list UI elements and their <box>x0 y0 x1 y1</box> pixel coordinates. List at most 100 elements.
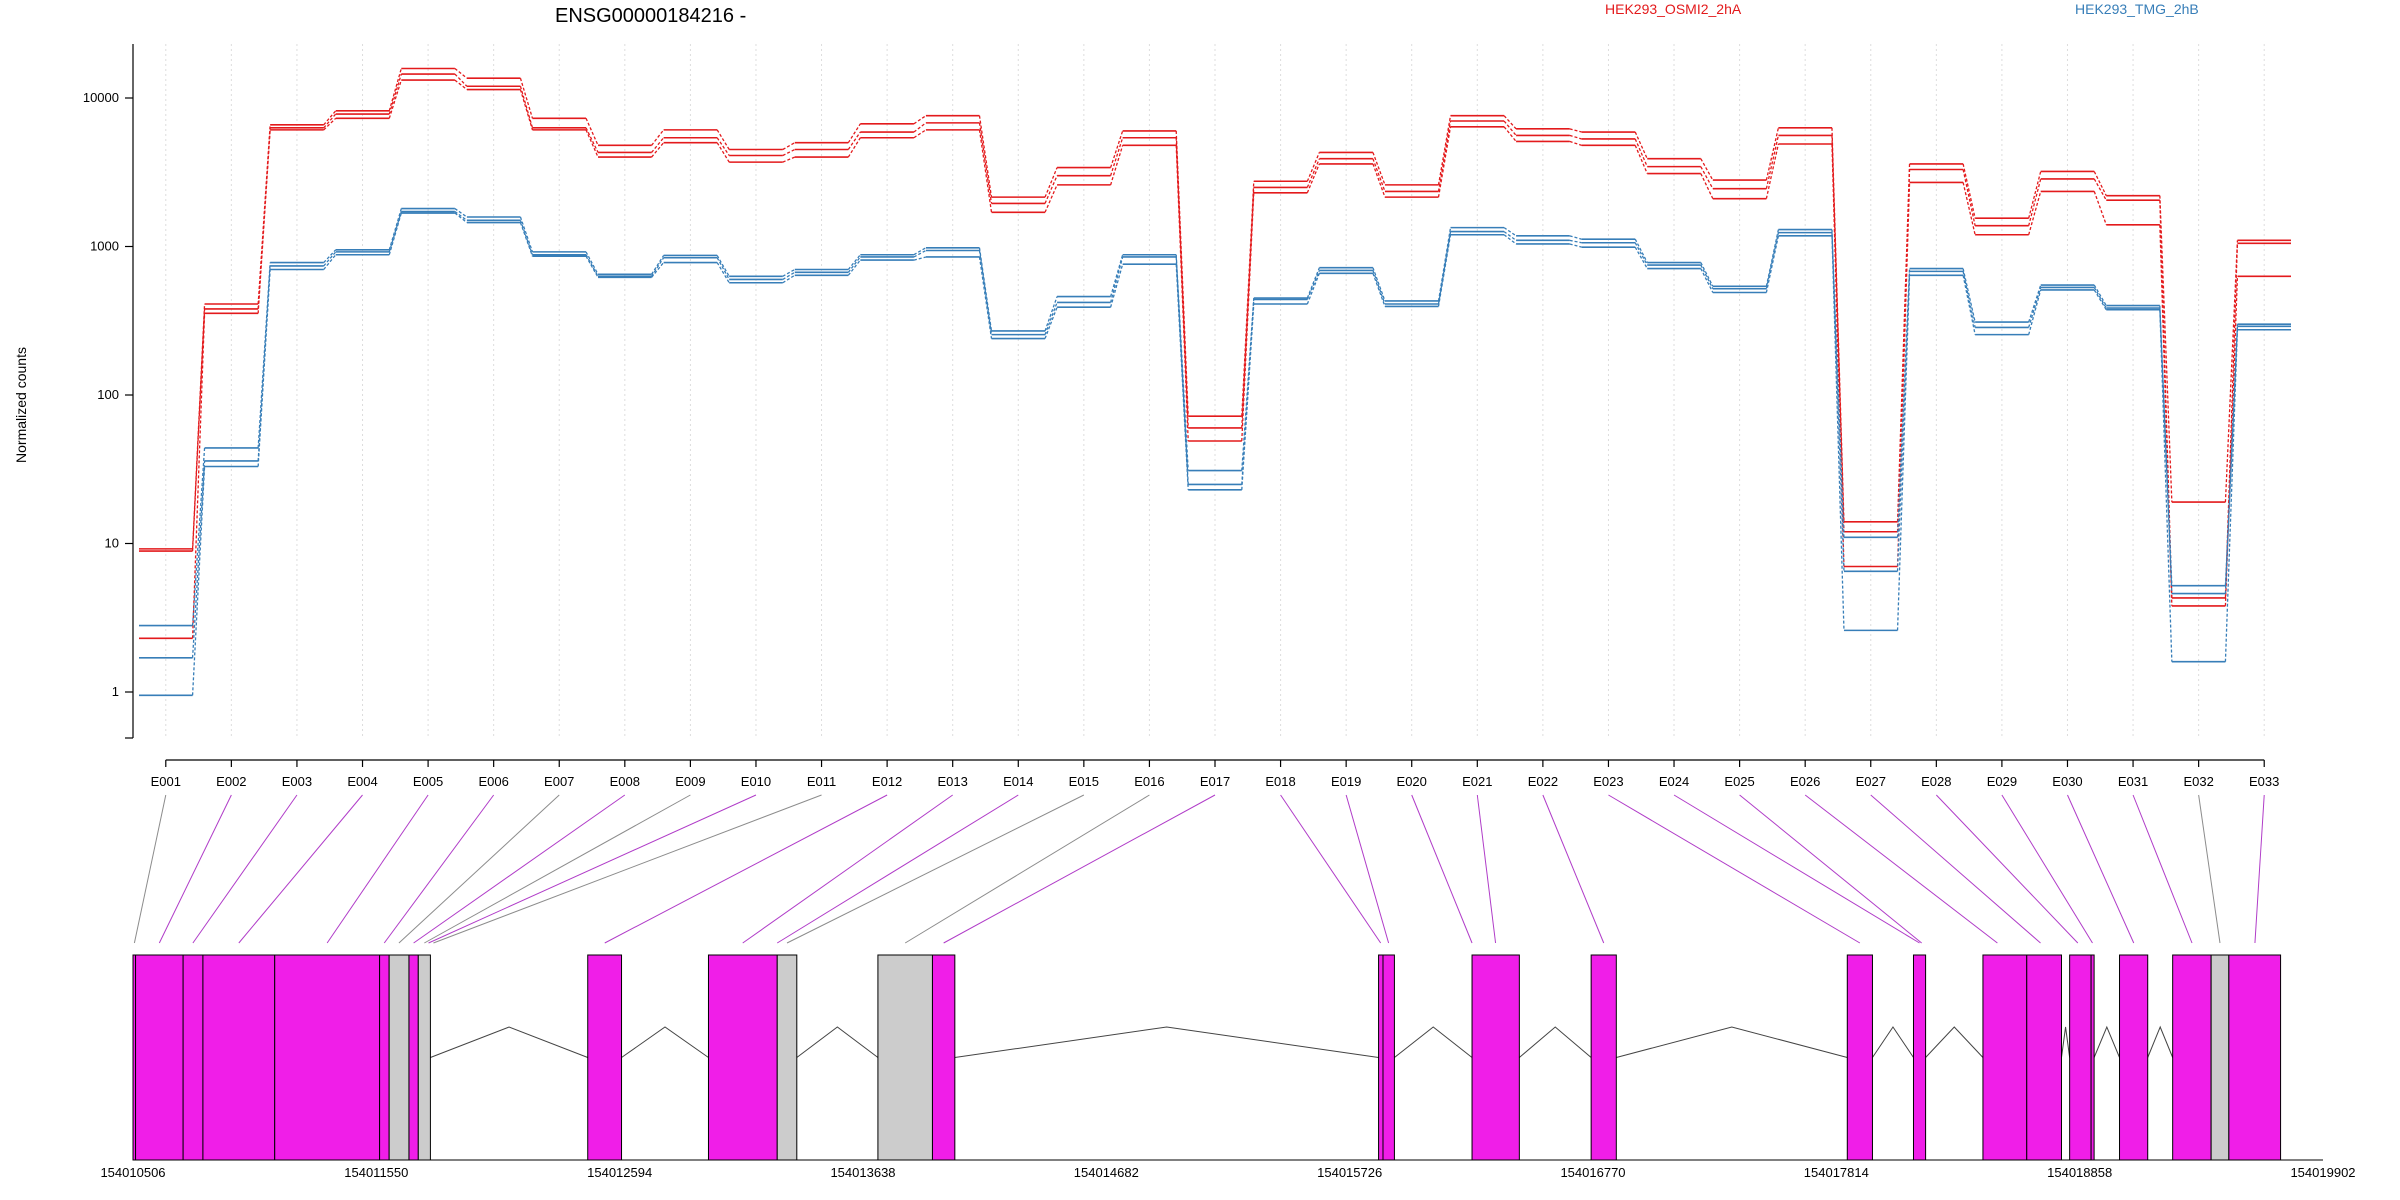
intron <box>2060 1026 2071 1058</box>
series-tmg-connector <box>1765 235 1780 293</box>
series-osmi2-connector <box>1634 131 1648 159</box>
exon-block <box>1982 954 2028 1161</box>
exon-block <box>379 954 390 1161</box>
series-tmg-connector <box>1962 275 1976 335</box>
x-tick-label-e029: E029 <box>1987 774 2017 789</box>
x-tick-label-e001: E001 <box>151 774 181 789</box>
series-tmg-connector <box>1044 306 1058 339</box>
bin-connector-e023 <box>1608 794 1861 944</box>
series-tmg-connector <box>2028 289 2042 335</box>
exon-block <box>182 954 204 1161</box>
exon-block <box>1912 954 1927 1161</box>
series-tmg-connector <box>913 247 927 256</box>
series-tmg-connector <box>651 262 665 278</box>
exon-block <box>1590 954 1617 1161</box>
series-tmg-connector <box>1634 242 1648 266</box>
series-osmi2-connector <box>454 67 468 79</box>
exon-block <box>1382 954 1395 1161</box>
series-osmi2-connector <box>1110 137 1124 176</box>
x-tick-label-e005: E005 <box>413 774 443 789</box>
x-tick-label-e018: E018 <box>1265 774 1295 789</box>
series-tmg-connector <box>2224 329 2239 662</box>
legend-entry-tmg: HEK293_TMG_2hB <box>2075 1 2199 17</box>
series-tmg-connector <box>1503 231 1517 241</box>
bin-connector-e029 <box>2001 794 2093 944</box>
series-tmg-connector <box>191 460 206 658</box>
series-lines <box>139 67 2291 697</box>
series-tmg-connector <box>1700 262 1714 287</box>
bin-connector-e018 <box>1280 794 1382 944</box>
series-tmg-connector <box>1831 235 1845 631</box>
exon-block <box>931 954 956 1161</box>
bin-connector-e014 <box>776 794 1019 944</box>
x-tick-label-e012: E012 <box>872 774 902 789</box>
series-tmg-connector <box>1372 273 1386 307</box>
series-tmg-connector <box>716 257 730 280</box>
series-osmi2-connector <box>519 86 534 128</box>
series-tmg-connector <box>2093 287 2107 309</box>
genomic-coordinate-label: 154012594 <box>587 1165 652 1180</box>
x-tick-label-e019: E019 <box>1331 774 1361 789</box>
bin-connector-e017 <box>943 794 1216 944</box>
intron <box>1394 1026 1473 1058</box>
series-tmg-connector <box>519 216 534 253</box>
series-tmg-connector <box>1569 239 1582 244</box>
series-osmi2-connector <box>1896 182 1911 567</box>
exon-block <box>1471 954 1520 1161</box>
x-tick-label-e027: E027 <box>1856 774 1886 789</box>
series-osmi2-connector <box>847 131 861 150</box>
series-tmg-connector <box>454 212 468 224</box>
series-tmg-connector <box>782 268 796 277</box>
y-tick-label: 100 <box>97 387 119 402</box>
series-tmg-connector <box>1437 231 1452 305</box>
series-tmg-connector <box>191 466 206 696</box>
series-osmi2-connector <box>585 127 599 153</box>
bin-connector-e028 <box>1935 794 2079 944</box>
series-osmi2-connector <box>323 117 337 131</box>
series-tmg-connector <box>1044 302 1058 335</box>
series-osmi2-connector <box>191 313 206 639</box>
bin-connector-e016 <box>904 794 1150 944</box>
series-osmi2-connector <box>716 129 730 150</box>
bin-connector-e012 <box>604 794 888 944</box>
x-tick-label-e003: E003 <box>282 774 312 789</box>
series-osmi2-connector <box>1503 115 1517 130</box>
series-osmi2-connector <box>519 89 534 131</box>
x-tick-label-e013: E013 <box>938 774 968 789</box>
series-osmi2-connector <box>651 142 665 158</box>
exon-block <box>408 954 419 1161</box>
series-tmg-connector <box>323 249 337 263</box>
series-osmi2-connector <box>913 129 927 139</box>
series-osmi2-connector <box>1962 182 1976 235</box>
series-osmi2-connector <box>454 73 468 87</box>
exon-block <box>2210 954 2230 1161</box>
series-osmi2-connector <box>1241 187 1255 428</box>
intron <box>621 1026 709 1058</box>
series-osmi2-connector <box>782 142 796 151</box>
bin-connectors <box>133 794 2265 944</box>
series-tmg-connector <box>1700 264 1714 289</box>
series-osmi2-connector <box>323 113 337 129</box>
series-osmi2-connector <box>2093 191 2107 226</box>
series-osmi2-connector <box>1437 115 1452 185</box>
series-tmg-connector <box>2159 309 2173 662</box>
exon-block <box>707 954 778 1161</box>
series-tmg-connector <box>1110 264 1124 308</box>
series-tmg-connector <box>1569 243 1582 248</box>
x-tick-label-e026: E026 <box>1790 774 1820 789</box>
series-tmg-connector <box>782 271 796 281</box>
bin-connector-e011 <box>433 794 822 944</box>
series-osmi2-connector <box>1569 140 1582 146</box>
exon-block <box>1378 954 1384 1161</box>
bin-connector-e025 <box>1739 794 1922 944</box>
series-tmg-connector <box>847 256 861 273</box>
x-tick-label-e033: E033 <box>2249 774 2279 789</box>
series-tmg-connector <box>1110 256 1124 303</box>
bin-connector-e002 <box>158 794 232 944</box>
series-tmg-connector <box>1634 246 1648 269</box>
genomic-coordinate-label: 154011550 <box>344 1165 408 1180</box>
bin-connector-e022 <box>1542 794 1605 944</box>
x-tick-label-e009: E009 <box>675 774 705 789</box>
series-tmg-connector <box>2224 324 2239 586</box>
